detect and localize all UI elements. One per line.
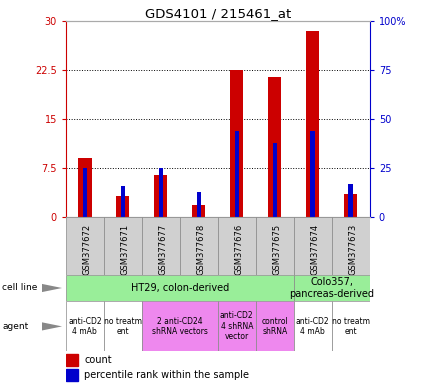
Bar [116,196,130,217]
Text: GSM377672: GSM377672 [82,224,91,275]
Bar [142,217,180,275]
Bar [180,217,218,275]
Text: control
shRNA: control shRNA [261,317,288,336]
Bar [332,301,370,351]
Text: anti-CD2
4 shRNA
vector: anti-CD2 4 shRNA vector [220,311,254,341]
Bar [159,168,163,217]
Text: no treatm
ent: no treatm ent [332,317,370,336]
Title: GDS4101 / 215461_at: GDS4101 / 215461_at [144,7,291,20]
Polygon shape [42,284,62,292]
Bar [332,217,370,275]
Text: HT29, colon-derived: HT29, colon-derived [131,283,229,293]
Bar [104,301,142,351]
Text: cell line: cell line [2,283,37,293]
Bar [272,142,277,217]
Bar [66,275,294,301]
Text: GSM377676: GSM377676 [234,224,243,275]
Bar [104,217,142,275]
Text: GSM377678: GSM377678 [196,224,205,275]
Bar [196,192,201,217]
Bar [192,205,205,217]
Text: anti-CD2
4 mAb: anti-CD2 4 mAb [68,317,102,336]
Bar [294,217,332,275]
Text: percentile rank within the sample: percentile rank within the sample [84,370,249,380]
Bar [306,31,320,217]
Bar [344,194,357,217]
Polygon shape [42,322,62,331]
Bar [142,301,218,351]
Text: count: count [84,355,112,365]
Text: Colo357,
pancreas-derived: Colo357, pancreas-derived [289,277,374,299]
Bar [294,301,332,351]
Bar [78,158,91,217]
Bar [121,185,125,217]
Text: GSM377673: GSM377673 [348,224,357,275]
Text: GSM377674: GSM377674 [310,224,319,275]
Bar [66,217,104,275]
Bar [66,301,104,351]
Text: GSM377671: GSM377671 [120,224,129,275]
Bar [256,301,294,351]
Text: 2 anti-CD24
shRNA vectors: 2 anti-CD24 shRNA vectors [152,317,208,336]
Text: anti-CD2
4 mAb: anti-CD2 4 mAb [296,317,329,336]
Bar [294,275,370,301]
Bar [66,369,78,381]
Text: GSM377677: GSM377677 [158,224,167,275]
Text: GSM377675: GSM377675 [272,224,281,275]
Bar [218,217,256,275]
Bar [235,131,239,217]
Bar [82,168,87,217]
Bar [218,301,256,351]
Bar [348,184,353,217]
Bar [66,354,78,366]
Bar [154,175,167,217]
Bar [230,70,244,217]
Bar [256,217,294,275]
Text: agent: agent [2,322,28,331]
Bar [311,131,315,217]
Text: no treatm
ent: no treatm ent [104,317,142,336]
Bar [268,77,281,217]
